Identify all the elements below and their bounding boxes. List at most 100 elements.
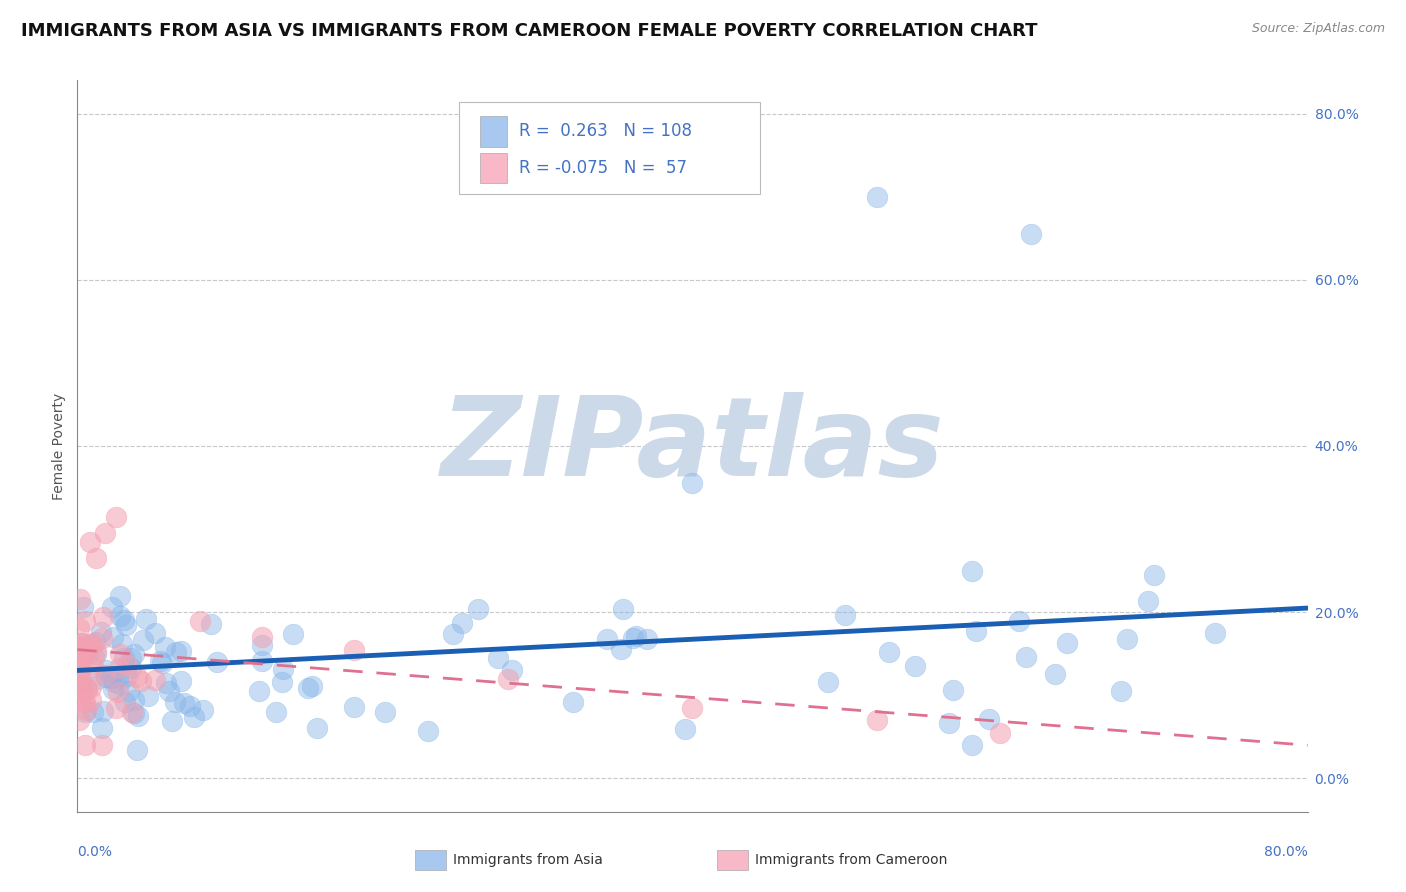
- Point: [108, 609, 131, 624]
- Point: [118, 683, 141, 698]
- Point: [72, 679, 94, 693]
- Point: [416, 724, 439, 739]
- Point: [90, 625, 112, 640]
- Point: [67, 664, 90, 678]
- Point: [183, 709, 205, 723]
- Point: [91, 721, 114, 735]
- Point: [301, 680, 323, 694]
- Point: [173, 696, 195, 710]
- Point: [69, 641, 91, 656]
- Point: [84, 551, 107, 566]
- Point: [124, 647, 146, 661]
- Point: [249, 683, 271, 698]
- FancyBboxPatch shape: [479, 116, 506, 147]
- Point: [84, 634, 107, 648]
- Point: [94, 663, 117, 677]
- Point: [83, 650, 105, 665]
- Point: [621, 631, 644, 645]
- Text: R =  0.263   N = 108: R = 0.263 N = 108: [519, 122, 692, 140]
- Point: [108, 647, 131, 661]
- Point: [250, 638, 273, 652]
- Point: [609, 642, 631, 657]
- Point: [129, 673, 152, 688]
- Text: R = -0.075   N =  57: R = -0.075 N = 57: [519, 159, 688, 177]
- Point: [67, 678, 90, 692]
- Text: 80.0%: 80.0%: [1264, 845, 1308, 859]
- Point: [69, 662, 91, 676]
- Point: [73, 614, 96, 628]
- Point: [1019, 227, 1042, 241]
- Point: [69, 650, 91, 665]
- Point: [157, 684, 180, 698]
- Point: [150, 656, 173, 670]
- Point: [135, 612, 157, 626]
- Point: [67, 680, 90, 694]
- Point: [163, 695, 186, 709]
- Point: [67, 653, 90, 667]
- Point: [80, 680, 103, 694]
- Point: [72, 686, 94, 700]
- Point: [72, 640, 94, 655]
- Point: [450, 615, 472, 630]
- Point: [1109, 683, 1132, 698]
- Point: [817, 674, 839, 689]
- Point: [1015, 649, 1038, 664]
- Text: Immigrants from Asia: Immigrants from Asia: [453, 853, 603, 867]
- FancyBboxPatch shape: [479, 153, 506, 184]
- Point: [73, 695, 96, 709]
- Point: [120, 650, 142, 665]
- Point: [73, 695, 96, 709]
- Point: [75, 703, 97, 717]
- Point: [122, 692, 145, 706]
- Point: [111, 637, 134, 651]
- Point: [1043, 666, 1066, 681]
- Point: [96, 671, 118, 685]
- Point: [1204, 626, 1226, 640]
- Point: [960, 564, 983, 578]
- Point: [67, 681, 90, 695]
- Point: [486, 651, 509, 665]
- Point: [104, 509, 127, 524]
- Point: [1143, 567, 1166, 582]
- Point: [90, 631, 112, 645]
- Point: [103, 675, 125, 690]
- Text: IMMIGRANTS FROM ASIA VS IMMIGRANTS FROM CAMEROON FEMALE POVERTY CORRELATION CHAR: IMMIGRANTS FROM ASIA VS IMMIGRANTS FROM …: [21, 22, 1038, 40]
- Point: [82, 660, 104, 674]
- Point: [75, 642, 97, 657]
- Point: [73, 641, 96, 656]
- Point: [903, 659, 925, 673]
- Point: [264, 705, 287, 719]
- Point: [69, 592, 91, 607]
- Point: [143, 625, 166, 640]
- Point: [155, 676, 177, 690]
- Point: [496, 672, 519, 686]
- Point: [596, 632, 619, 646]
- Point: [988, 725, 1011, 739]
- Point: [72, 599, 94, 614]
- Point: [77, 648, 100, 662]
- Point: [626, 629, 648, 643]
- Point: [86, 643, 108, 657]
- Point: [93, 704, 115, 718]
- Text: Immigrants from Cameroon: Immigrants from Cameroon: [755, 853, 948, 867]
- Point: [67, 640, 90, 654]
- Point: [100, 671, 122, 685]
- Point: [149, 654, 172, 668]
- Point: [281, 627, 304, 641]
- Point: [1136, 594, 1159, 608]
- Text: 0.0%: 0.0%: [77, 845, 112, 859]
- Point: [112, 613, 135, 627]
- Point: [343, 700, 366, 714]
- Point: [101, 682, 124, 697]
- Point: [90, 738, 112, 752]
- Point: [938, 715, 960, 730]
- Point: [73, 738, 96, 752]
- Text: Source: ZipAtlas.com: Source: ZipAtlas.com: [1251, 22, 1385, 36]
- Point: [834, 607, 856, 622]
- Point: [136, 690, 159, 704]
- Point: [127, 670, 149, 684]
- Point: [91, 609, 114, 624]
- Point: [960, 738, 983, 752]
- Point: [153, 640, 176, 655]
- Point: [191, 703, 214, 717]
